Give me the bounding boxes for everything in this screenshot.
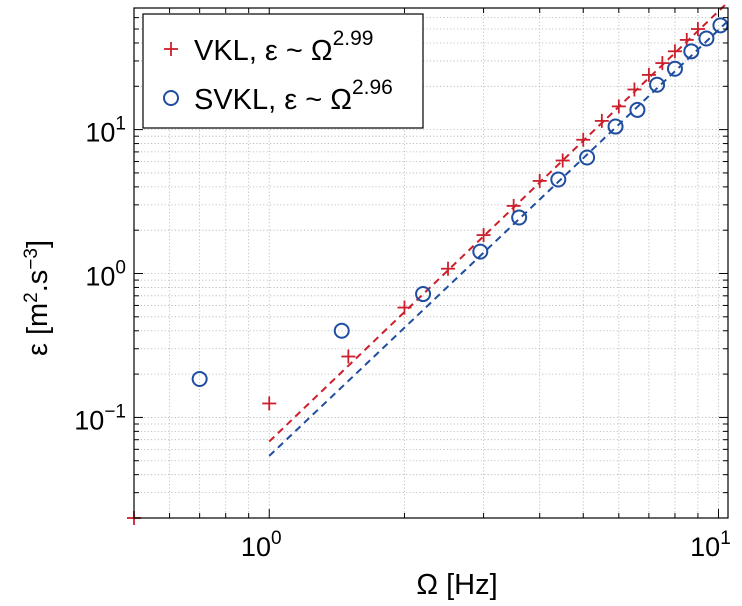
data-point-vkl	[576, 132, 591, 147]
data-point-svkl	[683, 43, 700, 60]
y-tick-label-base: 10	[85, 118, 115, 148]
legend-box	[142, 13, 424, 129]
plot-frame	[133, 7, 729, 519]
data-point-vkl	[555, 153, 570, 168]
legend: VKL, ε ~ Ω2.99 SVKL, ε ~ Ω2.96	[142, 13, 424, 129]
data-point-svkl	[550, 171, 567, 188]
y-tick-label-base: 10	[74, 405, 104, 435]
y-tick-label: 101	[85, 114, 126, 148]
data-point-vkl	[476, 228, 491, 243]
y-tick-label: 10−1	[74, 401, 126, 435]
y-axis-label: ε [m2.s−3]	[21, 240, 54, 356]
y-tick-label-base: 10	[85, 262, 115, 292]
data-point-vkl	[611, 99, 626, 114]
data-point-svkl	[333, 322, 350, 339]
data-point-vkl	[532, 173, 547, 188]
x-tick-label: 100	[241, 528, 282, 562]
data-point-vkl	[397, 300, 412, 315]
data-point-vkl	[690, 22, 705, 37]
y-axis-label-main: ε [m	[22, 303, 54, 356]
y-tick-label-exponent: 1	[115, 114, 126, 135]
legend-marker-vkl	[164, 42, 178, 56]
data-point-vkl	[262, 396, 277, 411]
data-point-svkl	[511, 209, 528, 226]
data-point-svkl	[191, 370, 208, 387]
y-tick-label-exponent: −1	[104, 401, 126, 422]
legend-label-vkl: VKL, ε ~ Ω2.99	[194, 27, 373, 67]
legend-marker-svkl	[163, 90, 179, 106]
data-point-vkl	[341, 349, 356, 364]
data-point-vkl	[594, 113, 609, 128]
data-point-vkl	[441, 261, 456, 276]
data-point-svkl	[472, 243, 489, 260]
legend-symbol-vkl	[164, 42, 178, 56]
axis-ticks	[133, 7, 728, 519]
data-point-svkl	[415, 286, 432, 303]
legend-label-svkl-exponent: 2.96	[352, 76, 393, 99]
y-axis-label-end: ]	[22, 240, 54, 248]
x-tick-label-exponent: 1	[720, 528, 731, 549]
y-axis-label-sup1: 2	[21, 292, 42, 303]
fit-line-svkl	[268, 20, 729, 457]
y-tick-label-exponent: 0	[115, 258, 126, 279]
y-axis-label-sup2: −3	[21, 248, 42, 270]
data-point-svkl	[698, 30, 715, 47]
legend-label-vkl-text: VKL, ε ~ Ω	[194, 35, 333, 67]
x-tick-label-base: 10	[690, 532, 720, 562]
x-tick-label-base: 10	[241, 532, 271, 562]
data-point-vkl	[679, 32, 694, 47]
data-point-svkl	[649, 76, 666, 93]
data-point-vkl	[627, 82, 642, 97]
data-point-vkl	[655, 56, 670, 71]
legend-symbol-svkl	[163, 90, 179, 106]
data-point-svkl	[607, 118, 624, 135]
data-point-vkl	[641, 67, 656, 82]
data-point-vkl	[667, 44, 682, 59]
legend-label-svkl-text: SVKL, ε ~ Ω	[194, 84, 352, 116]
y-tick-label: 100	[85, 258, 126, 292]
y-axis-label-mid: .s	[22, 270, 54, 293]
legend-label-svkl: SVKL, ε ~ Ω2.96	[194, 76, 393, 116]
data-point-svkl	[666, 60, 683, 77]
legend-label-vkl-exponent: 2.99	[333, 27, 374, 50]
data-point-svkl	[579, 149, 596, 166]
data-point-svkl	[629, 101, 646, 118]
x-tick-label-exponent: 0	[271, 528, 282, 549]
data-point-vkl	[506, 198, 521, 213]
x-axis-label: Ω [Hz]	[416, 569, 497, 601]
x-tick-label: 101	[690, 528, 731, 562]
